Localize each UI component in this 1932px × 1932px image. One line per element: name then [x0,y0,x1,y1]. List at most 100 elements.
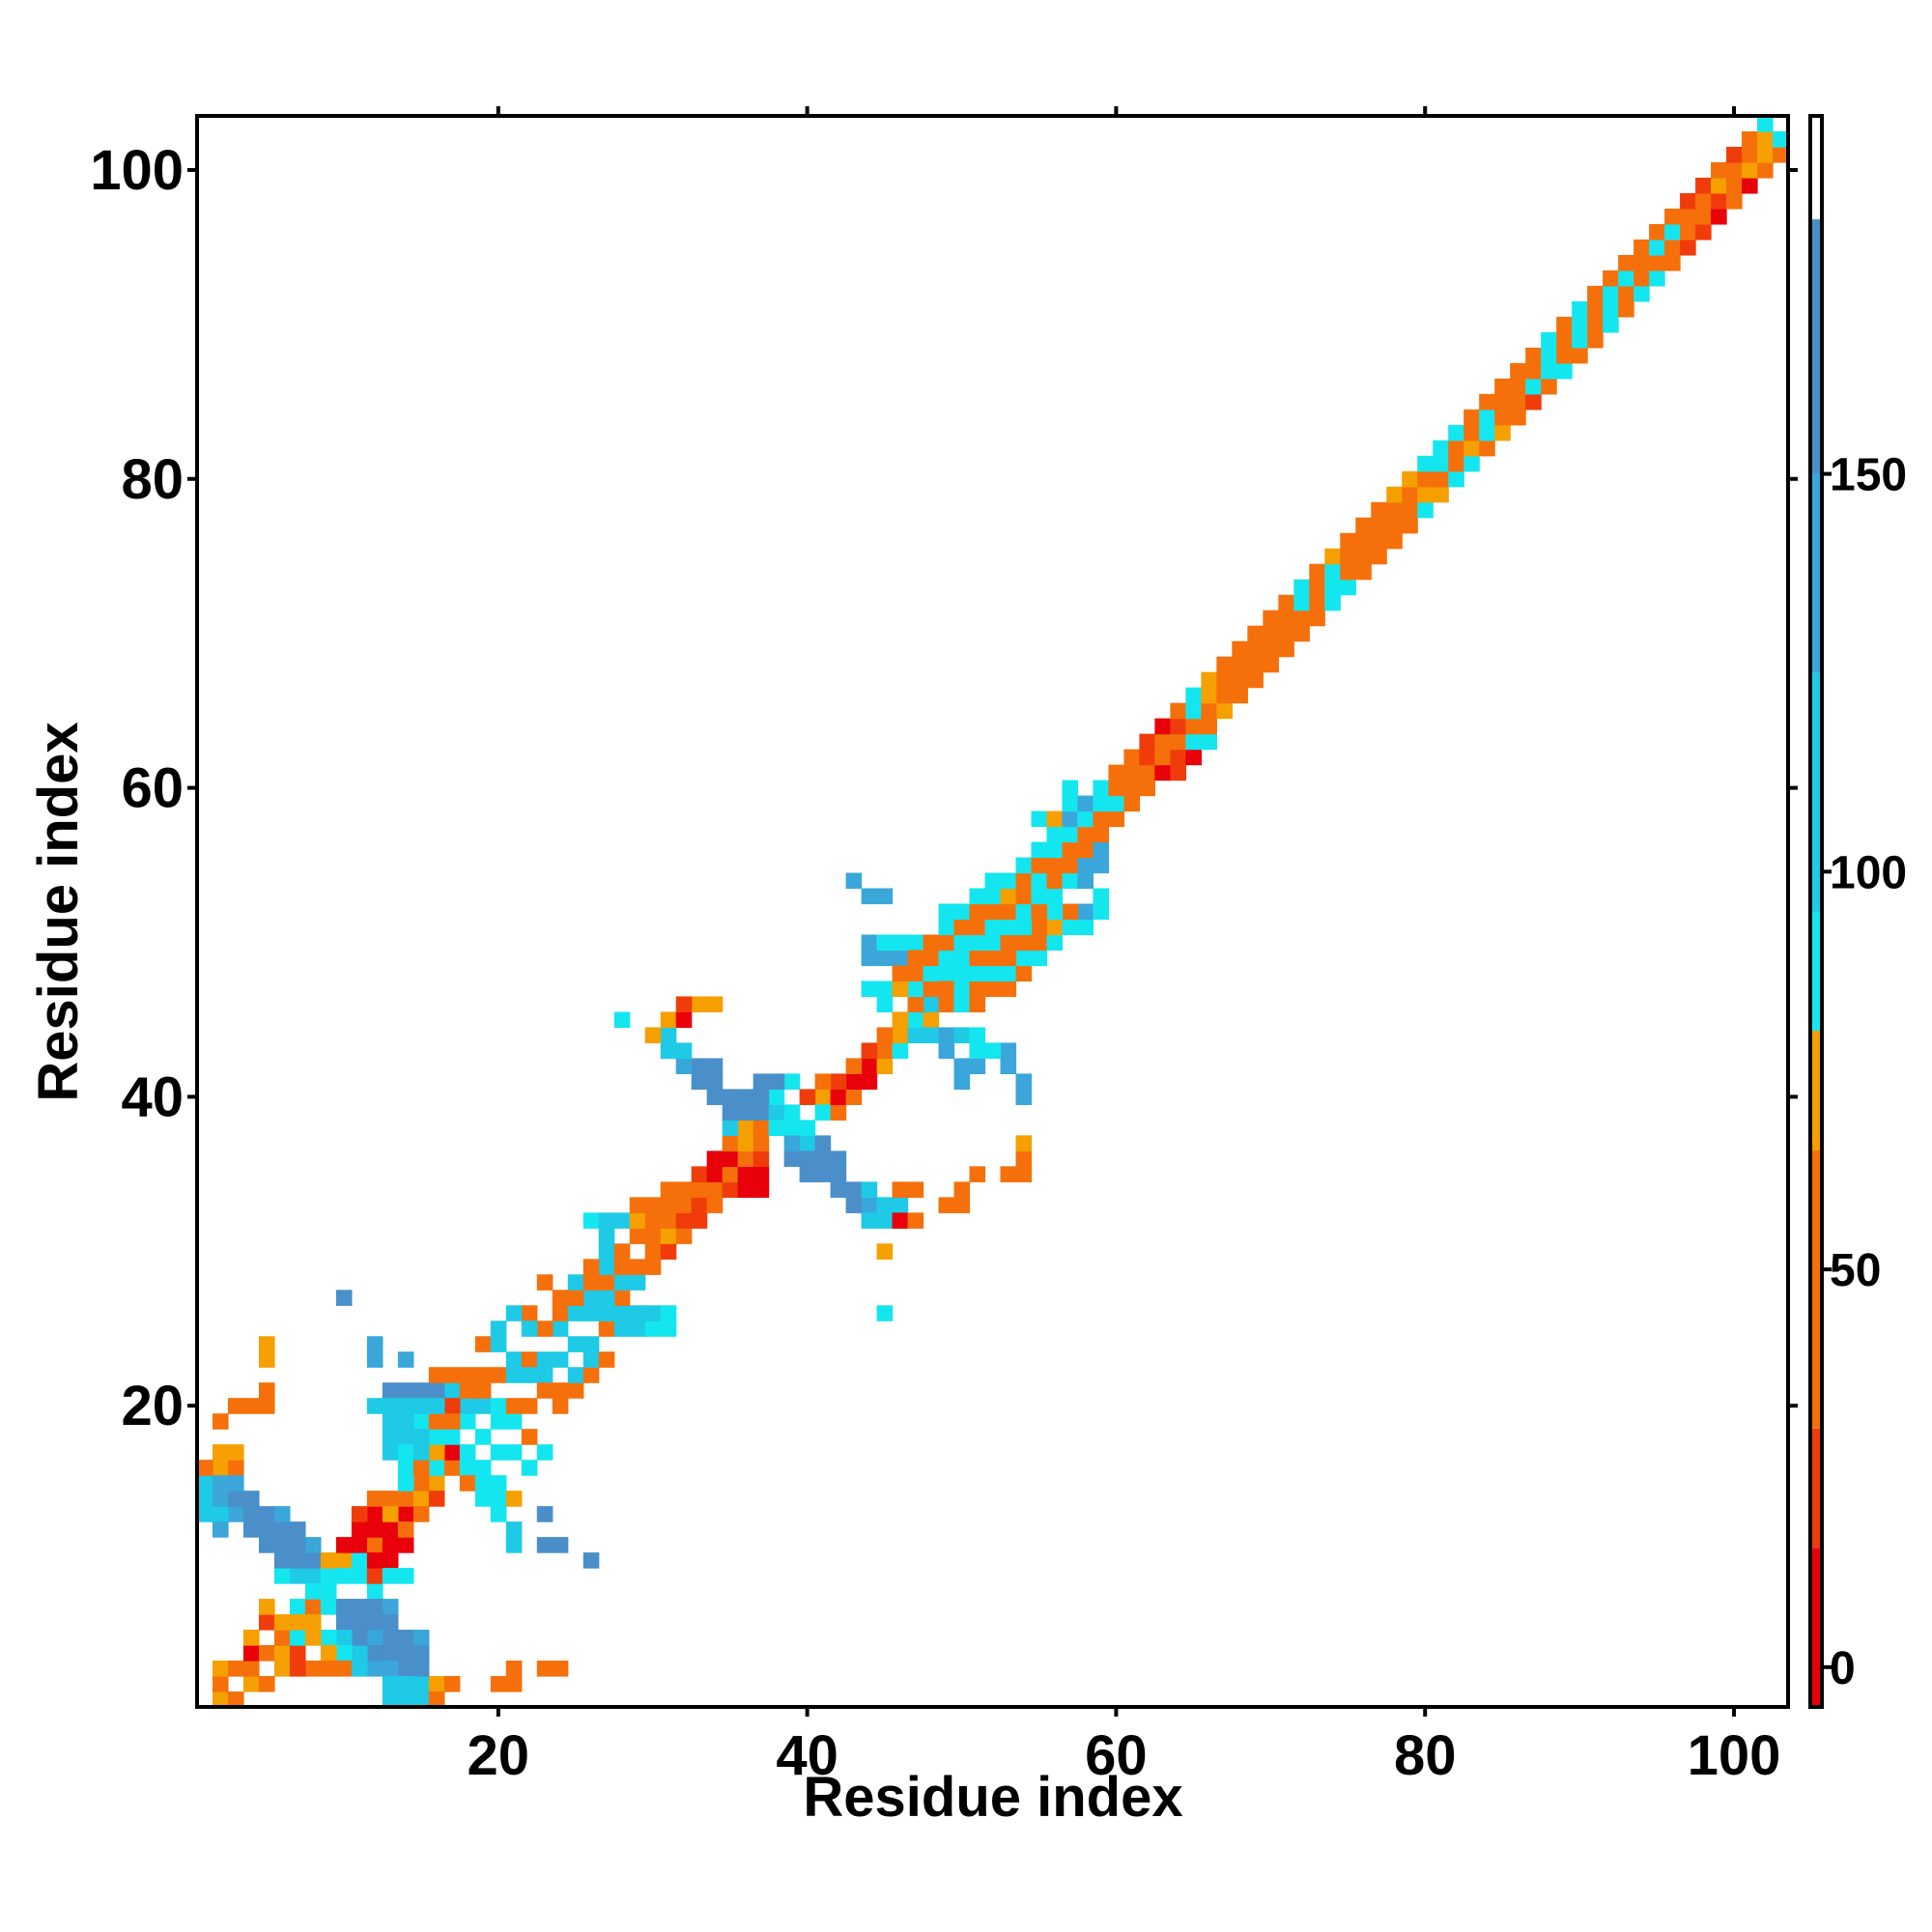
heatmap-cell [1695,192,1712,210]
heatmap-cell [938,950,955,967]
heatmap-cell [320,1583,337,1600]
heatmap-cell [582,1274,600,1291]
heatmap-cell [691,1212,708,1229]
heatmap-cell [412,1444,430,1461]
heatmap-cell [1556,362,1573,380]
heatmap-cell [892,950,909,967]
heatmap-cell [706,1197,724,1213]
heatmap-cell [412,1661,430,1677]
heatmap-cell [1293,625,1310,642]
heatmap-cell [1185,687,1202,704]
heatmap-cell [1417,486,1434,503]
heatmap-cell [320,1568,337,1584]
heatmap-cell [335,1599,353,1615]
heatmap-cell [938,919,955,936]
heatmap-cell [1077,826,1094,843]
heatmap-cell [552,1351,569,1368]
heatmap-cell [1680,223,1696,241]
heatmap-cell [1216,656,1233,673]
heatmap-cell [799,1166,816,1182]
heatmap-cell [1000,980,1017,998]
heatmap-cell [1572,331,1588,349]
heatmap-cell [1093,780,1110,797]
heatmap-cell [552,1321,569,1337]
heatmap-cell [366,1537,384,1553]
heatmap-cell [382,1630,399,1646]
heatmap-cell [876,1027,894,1044]
heatmap-cell [474,1429,492,1445]
heatmap-cell [907,996,924,1013]
heatmap-cell [212,1444,229,1461]
heatmap-cell [1417,501,1434,519]
heatmap-cell [289,1614,306,1631]
heatmap-cell [289,1645,306,1662]
heatmap-cell [1355,517,1372,534]
heatmap-cell [1139,733,1155,751]
heatmap-cell [984,919,1002,936]
heatmap-cell [1232,687,1248,704]
heatmap-cell [861,1073,878,1090]
heatmap-cell [505,1661,523,1677]
heatmap-cell [1123,780,1141,797]
x-axis-title: Residue index [803,1766,1182,1829]
heatmap-cell [382,1614,399,1631]
heatmap-cell [505,1305,523,1321]
heatmap-cell [1324,548,1341,565]
plot-frame [195,114,1790,1709]
heatmap-cell [382,1568,399,1584]
heatmap-cell [783,1073,801,1090]
heatmap-cell [691,1058,708,1074]
heatmap-cell [397,1537,414,1553]
heatmap-cell [737,1089,754,1105]
heatmap-cell [366,1351,384,1368]
heatmap-cell [845,1058,863,1074]
heatmap-cell [953,919,971,936]
heatmap-cell [907,1212,924,1229]
heatmap-cell [382,1398,399,1414]
heatmap-cell [490,1676,507,1692]
heatmap-cell [1139,749,1155,766]
heatmap-cell [1247,656,1264,673]
heatmap-cell [1077,857,1094,874]
heatmap-cell [1077,903,1094,921]
heatmap-cell [1031,903,1048,921]
heatmap-cell [258,1537,275,1553]
heatmap-cell [953,934,971,952]
heatmap-cell [304,1537,322,1553]
heatmap-cell [1742,177,1758,194]
heatmap-cell [351,1506,368,1522]
heatmap-cell [953,1027,971,1044]
heatmap-cell [227,1398,244,1414]
heatmap-cell [1463,455,1480,472]
heatmap-cell [536,1537,554,1553]
heatmap-cell [969,919,986,936]
heatmap-cell [567,1367,584,1383]
heatmap-cell [536,1367,554,1383]
heatmap-cell [1015,903,1033,921]
heatmap-cell [938,1197,955,1213]
heatmap-cell [1618,254,1634,271]
heatmap-cell [1000,919,1017,936]
heatmap-cell [969,903,986,921]
heatmap-cell [443,1367,461,1383]
heatmap-cell [969,980,986,998]
heatmap-cell [1123,764,1141,781]
heatmap-cell [1031,919,1048,936]
heatmap-cell [351,1537,368,1553]
heatmap-cell [582,1336,600,1352]
heatmap-cell [1664,254,1681,271]
heatmap-cell [1603,300,1619,318]
heatmap-cell [1077,795,1094,812]
heatmap-cell [722,1104,739,1121]
heatmap-cell [1757,130,1774,148]
heatmap-cell [1541,362,1557,380]
colorbar-tick-label: 150 [1830,450,1907,501]
heatmap-cell [861,1197,878,1213]
heatmap-cell [1201,733,1217,751]
heatmap-cell [1494,424,1511,441]
heatmap-cell [629,1305,646,1321]
heatmap-cell [320,1552,337,1569]
heatmap-cell [675,1212,693,1229]
heatmap-cell [799,1120,816,1136]
heatmap-cell [1201,702,1217,720]
